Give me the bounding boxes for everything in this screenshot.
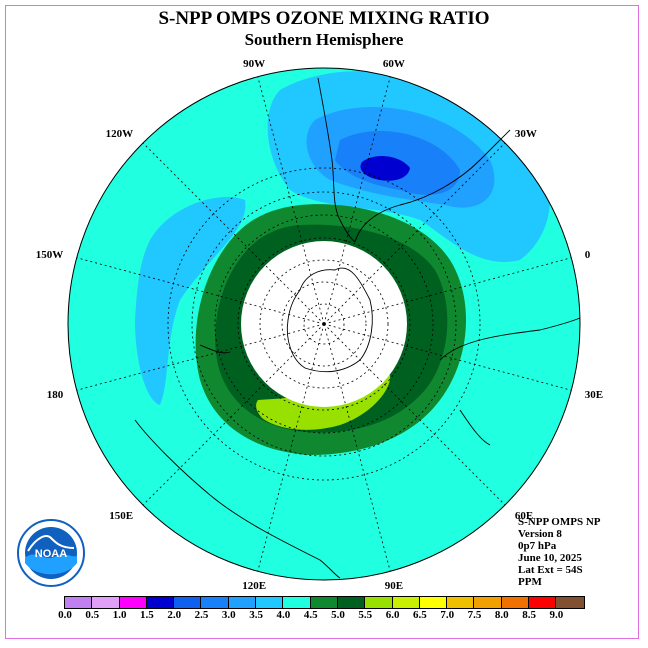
longitude-label: 60W	[383, 58, 405, 70]
colorbar-tick-label: 6.0	[385, 609, 400, 621]
colorbar-tick-label: 0.0	[58, 609, 72, 621]
colorbar-tick-label: 8.0	[494, 609, 509, 621]
colorbar-tick-label: 4.0	[276, 609, 291, 621]
colorbar-swatch	[529, 597, 557, 608]
info-units: PPM	[518, 576, 542, 588]
longitude-labels: 90W 60W 30W 0 30E 60E 90E 120E 150E 180 150W 120W	[36, 58, 603, 592]
longitude-label: 90E	[385, 580, 403, 592]
colorbar-swatch	[337, 597, 366, 608]
map-boundary	[67, 67, 581, 581]
longitude-label: 90W	[243, 58, 265, 70]
info-instrument: S-NPP OMPS NP	[518, 516, 601, 528]
colorbar-tick-label: 1.0	[112, 609, 127, 621]
colorbar-tick-label: 7.5	[467, 609, 482, 621]
colorbar-swatch	[310, 597, 338, 608]
colorbar-swatch	[119, 597, 147, 608]
colorbar-swatch	[392, 597, 420, 608]
noaa-logo-text: NOAA	[35, 548, 67, 560]
figure-frame	[5, 5, 639, 639]
colorbar-swatch	[65, 597, 93, 608]
colorbar-tick-label: 0.5	[85, 609, 100, 621]
map-subtitle: Southern Hemisphere	[244, 30, 404, 49]
colorbar-swatch	[92, 597, 120, 608]
longitude-label: 150E	[109, 510, 133, 522]
longitude-label: 180	[47, 389, 64, 401]
latitude-circles	[167, 167, 481, 481]
longitude-label: 120E	[242, 580, 266, 592]
longitude-label: 30E	[585, 389, 603, 401]
info-level: 0p7 hPa	[518, 540, 557, 552]
info-panel: S-NPP OMPS NP Version 8 0p7 hPa June 10,…	[518, 516, 601, 588]
ozone-contour-3-5-west	[135, 196, 246, 405]
longitude-label: 30W	[515, 128, 537, 140]
colorbar-tick-label: 2.5	[194, 609, 209, 621]
colorbar-swatch	[174, 597, 202, 608]
colorbar-tick-label: 5.5	[358, 609, 373, 621]
colorbar-tick-label: 3.5	[249, 609, 263, 621]
colorbar-tick-label: 5.0	[331, 609, 345, 621]
colorbar-tick-label: 2.0	[167, 609, 182, 621]
coastlines	[134, 77, 581, 579]
colorbar-tick-label: 1.5	[140, 609, 154, 621]
colorbar-tick-label: 8.5	[522, 609, 536, 621]
colorbar-swatch	[256, 597, 284, 608]
longitude-label: 150W	[36, 249, 64, 261]
map-title: S-NPP OMPS OZONE MIXING RATIO	[158, 8, 490, 29]
colorbar-tick-label: 4.5	[303, 609, 318, 621]
colorbar-swatch	[419, 597, 448, 608]
colorbar-swatch	[474, 597, 502, 608]
colorbar-swatch	[201, 597, 229, 608]
longitude-label: 0	[585, 249, 591, 261]
colorbar-swatch	[228, 597, 257, 608]
colorbar-swatch	[556, 597, 584, 608]
noaa-logo: NOAA	[17, 519, 85, 587]
longitude-label: 60E	[515, 510, 533, 522]
colorbar	[64, 596, 585, 609]
longitude-label: 120W	[106, 128, 134, 140]
colorbar-tick-label: 3.0	[221, 609, 236, 621]
colorbar-swatch	[501, 597, 530, 608]
ozone-contour-2-0	[360, 156, 410, 181]
colorbar-tick-label: 7.0	[440, 609, 455, 621]
colorbar-swatch	[283, 597, 311, 608]
info-version: Version 8	[518, 528, 562, 540]
colorbar-swatch	[447, 597, 475, 608]
colorbar-ticks: 0.0 0.5 1.0 1.5 2.0 2.5 3.0 3.5 4.0 4.5 5.0 5.5 6.0 6…	[0, 609, 648, 623]
colorbar-tick-label: 9.0	[549, 609, 564, 621]
info-date: June 10, 2025	[518, 552, 582, 564]
info-lat-ext: Lat Ext = 54S	[518, 564, 583, 576]
colorbar-tick-label: 6.5	[413, 609, 427, 621]
colorbar-swatch	[365, 597, 393, 608]
colorbar-swatch	[146, 597, 175, 608]
